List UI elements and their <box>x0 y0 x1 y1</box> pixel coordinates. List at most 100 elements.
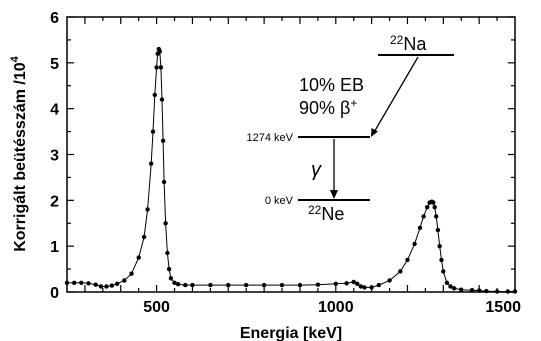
excited-level-energy: 1274 keV <box>247 132 294 144</box>
gamma-arrow-head <box>330 190 338 199</box>
x-tick-label: 1500 <box>485 299 521 316</box>
y-tick-label: 3 <box>50 148 59 165</box>
decay-scheme: 22Na 10% EB 90% β+ 1274 keV γ 0 keV 22Ne <box>247 33 454 224</box>
data-point <box>344 281 349 286</box>
data-point <box>115 281 120 286</box>
daughter-symbol: Ne <box>321 204 344 224</box>
series-points <box>64 46 518 294</box>
gamma-symbol: γ <box>311 159 322 181</box>
data-point <box>387 278 392 283</box>
data-point <box>435 227 441 233</box>
y-tick-label: 1 <box>50 239 59 256</box>
data-point <box>160 138 166 143</box>
data-point <box>512 289 518 294</box>
data-point <box>448 284 453 289</box>
data-point <box>98 284 104 289</box>
y-tick-label: 2 <box>50 193 59 210</box>
data-point <box>190 282 195 288</box>
data-point <box>484 288 489 294</box>
data-point <box>166 266 172 272</box>
data-point <box>369 285 374 290</box>
data-point <box>444 280 450 285</box>
data-point <box>432 205 437 210</box>
data-point <box>477 288 482 293</box>
data-point <box>421 214 426 219</box>
beta-branch-label: 90% β+ <box>299 96 357 118</box>
y-axis-title: Korrigált beütésszám /104 <box>9 55 29 251</box>
daughter-mass-number: 22 <box>308 203 322 217</box>
data-point <box>362 285 367 290</box>
data-point <box>165 250 170 256</box>
x-tick-label: 1000 <box>318 299 354 316</box>
data-point <box>437 244 442 249</box>
data-point <box>141 234 147 240</box>
data-point <box>104 284 109 289</box>
data-point <box>226 282 231 288</box>
parent-mass-number: 22 <box>390 33 404 47</box>
parent-nucleus-label: 22Na <box>390 33 427 54</box>
data-point <box>441 269 446 274</box>
data-point <box>168 276 174 281</box>
data-point <box>145 207 150 212</box>
data-point <box>459 287 464 292</box>
data-point <box>158 65 164 70</box>
y-axis-title-exponent: 4 <box>9 55 21 62</box>
y-axis-title-text: Korrigált beütésszám /10 <box>12 62 29 252</box>
daughter-nucleus-label: 22Ne <box>308 203 344 224</box>
data-point <box>358 284 364 289</box>
plot-area-border <box>66 16 516 293</box>
data-point <box>451 286 457 291</box>
data-point <box>333 281 338 286</box>
beta-branch-sign: + <box>350 96 357 110</box>
data-point <box>315 282 321 287</box>
data-point <box>152 92 157 98</box>
y-axis-tick-labels: 0 1 2 3 4 5 6 <box>50 10 59 302</box>
data-point <box>279 282 285 288</box>
data-point <box>183 282 188 288</box>
ec-branch-label: 10% EB <box>299 75 364 95</box>
data-point <box>161 179 167 185</box>
data-point <box>398 269 403 274</box>
data-point <box>355 281 360 286</box>
x-tick-label: 500 <box>143 299 170 316</box>
series-line <box>67 47 515 292</box>
data-point <box>297 282 303 288</box>
data-point <box>129 271 134 276</box>
data-point <box>505 289 510 294</box>
data-point <box>72 280 77 285</box>
data-point <box>86 281 91 286</box>
plot-frame <box>66 16 516 293</box>
data-point <box>64 280 70 285</box>
data-point <box>157 49 162 54</box>
data-point <box>163 221 168 226</box>
data-point <box>136 255 141 260</box>
ground-level-energy: 0 keV <box>265 195 294 207</box>
decay-arrow-head <box>371 128 378 137</box>
x-axis-ticks <box>84 17 498 292</box>
data-point <box>405 257 410 263</box>
data-point <box>494 289 500 294</box>
data-point <box>154 65 159 70</box>
y-tick-label: 5 <box>50 56 59 73</box>
x-axis-tick-labels: 500 1000 1500 <box>143 299 521 316</box>
data-point <box>122 278 127 283</box>
y-tick-label: 4 <box>50 102 59 119</box>
data-point <box>149 161 154 166</box>
data-point <box>172 280 177 285</box>
data-point <box>469 288 475 293</box>
y-tick-label: 6 <box>50 10 59 27</box>
data-point <box>351 279 356 285</box>
beta-branch-text: 90% β <box>299 98 350 118</box>
data-point <box>261 282 267 288</box>
data-point <box>208 282 213 288</box>
data-point <box>159 97 165 102</box>
data-point <box>376 282 381 288</box>
data-point <box>417 225 423 230</box>
data-point <box>150 129 156 134</box>
y-tick-label: 0 <box>50 285 59 302</box>
decay-arrow-line <box>372 56 419 135</box>
y-axis-ticks <box>67 16 515 293</box>
data-point <box>434 214 439 219</box>
data-point <box>431 200 436 205</box>
